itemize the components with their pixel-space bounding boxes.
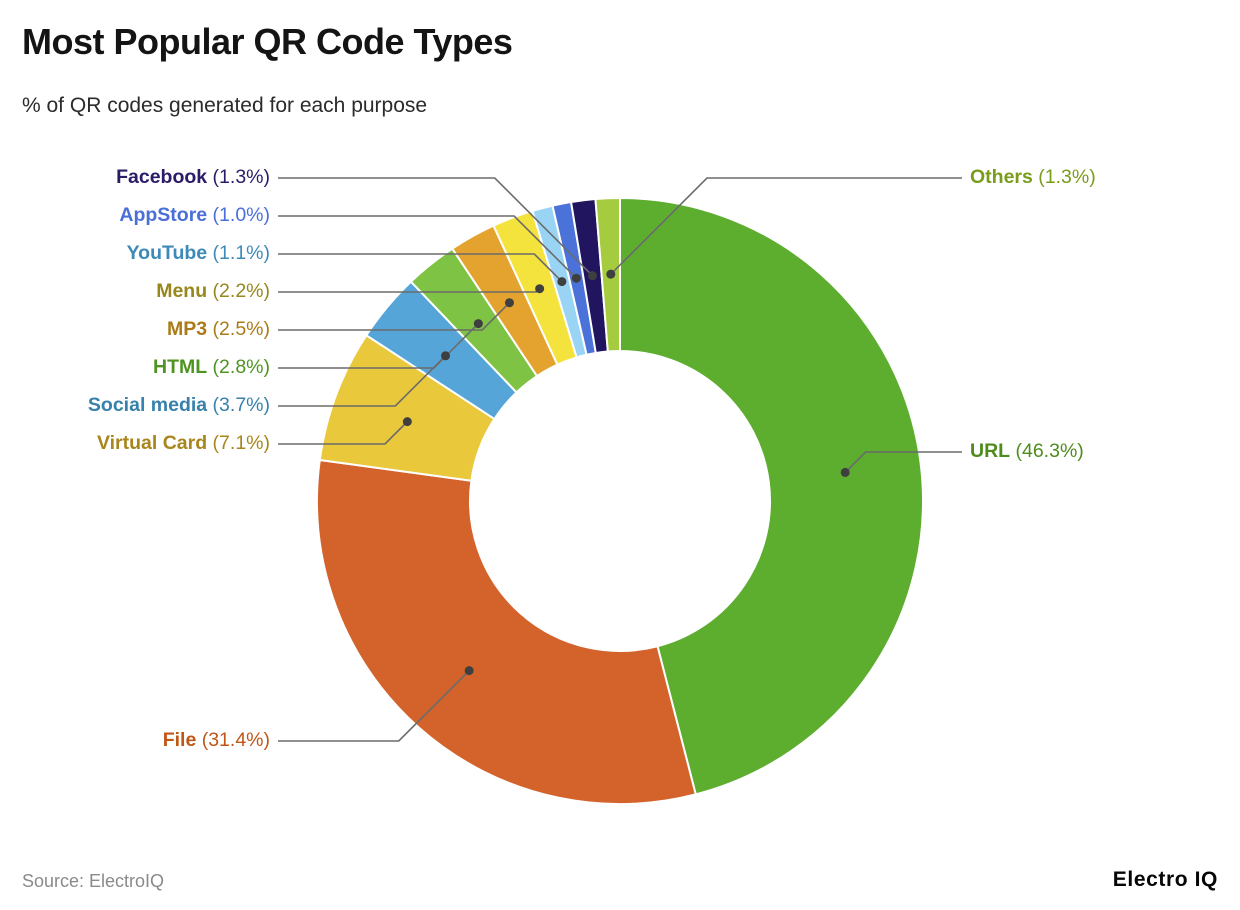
leader-line-others bbox=[610, 177, 962, 275]
chart-title: Most Popular QR Code Types bbox=[22, 21, 513, 62]
leader-line-html bbox=[278, 323, 479, 369]
slice-file bbox=[316, 459, 697, 805]
leader-line-virtual-card bbox=[278, 421, 408, 445]
leader-line-appstore bbox=[278, 215, 577, 279]
leader-line-youtube bbox=[278, 253, 563, 283]
leader-dot-others bbox=[606, 269, 616, 279]
leader-line-social-media bbox=[278, 355, 447, 407]
leader-line-url bbox=[844, 451, 962, 473]
leader-dot-facebook bbox=[587, 271, 597, 281]
leader-dot-youtube bbox=[557, 277, 567, 287]
leader-dot-mp3 bbox=[504, 298, 514, 308]
leader-line-file bbox=[278, 670, 470, 742]
source-text: Source: ElectroIQ bbox=[22, 871, 165, 891]
leader-dot-url bbox=[840, 467, 850, 477]
leader-dot-virtual-card bbox=[402, 417, 412, 427]
slice-url bbox=[619, 197, 924, 796]
brand-logo: Electro IQ bbox=[1112, 868, 1218, 891]
leader-dot-html bbox=[473, 319, 483, 329]
leader-line-mp3 bbox=[278, 302, 511, 331]
leader-line-facebook bbox=[278, 177, 594, 277]
leader-dot-appstore bbox=[571, 273, 581, 283]
leader-dot-file bbox=[464, 666, 474, 676]
leader-dot-menu bbox=[535, 284, 545, 294]
chart-subtitle: % of QR codes generated for each purpose bbox=[22, 94, 428, 117]
leader-dot-social-media bbox=[441, 351, 451, 361]
